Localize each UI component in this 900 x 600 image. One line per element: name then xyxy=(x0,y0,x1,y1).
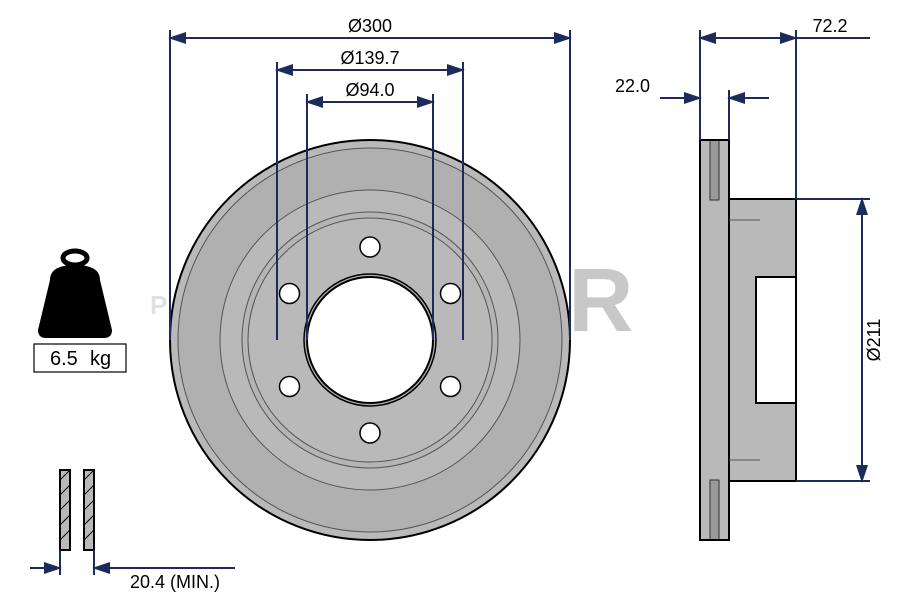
weight-icon xyxy=(38,251,112,338)
thickness-detail xyxy=(60,470,94,550)
dim-bolt-circle: Ø139.7 xyxy=(340,48,399,68)
weight-unit: kg xyxy=(90,348,111,370)
dim-min-thickness: 20.4 (MIN.) xyxy=(130,572,220,592)
front-view xyxy=(170,140,570,540)
dim-overall-width: 72.2 xyxy=(812,16,847,36)
dim-disc-thickness: 22.0 xyxy=(615,76,650,96)
dim-outer-diameter: Ø300 xyxy=(348,16,392,36)
side-view xyxy=(700,140,796,540)
dim-center-bore: Ø94.0 xyxy=(345,80,394,100)
dim-hub-diameter: Ø211 xyxy=(864,319,884,362)
weight-value: 6.5 xyxy=(50,348,78,370)
drawing-canvas: Ø300 Ø139.7 Ø94.0 72.2 22.0 Ø211 6.5 kg xyxy=(0,0,900,600)
